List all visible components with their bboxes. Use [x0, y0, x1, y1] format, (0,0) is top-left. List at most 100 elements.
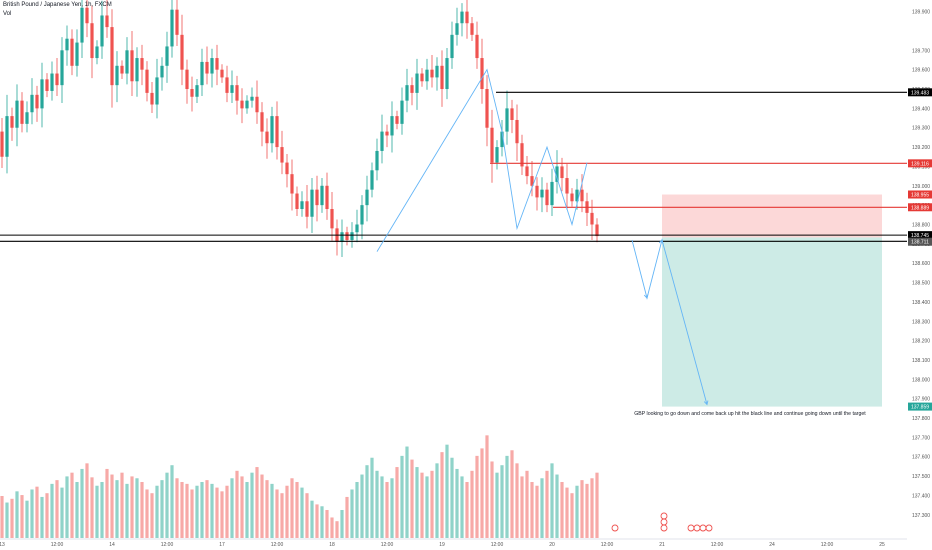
time-tick-label: 18 [329, 542, 335, 548]
price-tick-label: 137.600 [912, 455, 930, 461]
volume-bar [530, 482, 534, 538]
volume-bar [440, 452, 444, 538]
event-markers [611, 512, 713, 532]
price-tick-label: 137.300 [912, 513, 930, 519]
volume-bar [230, 478, 234, 538]
volume-bar [590, 478, 594, 538]
candle-body [70, 38, 74, 66]
candle-body [460, 11, 464, 24]
candle-body [565, 178, 569, 194]
volume-bar [495, 472, 499, 538]
symbol-title: British Pound / Japanese Yen, 1h, FXCM [3, 2, 112, 8]
candle-body [210, 58, 214, 74]
candle-body [520, 143, 524, 167]
price-badge [908, 190, 932, 199]
volume-bar [340, 510, 344, 538]
candle-body [155, 77, 159, 105]
candle-body [15, 100, 19, 128]
time-tick-label: 21 [659, 542, 665, 548]
volume-bar [560, 482, 564, 538]
arrow-head [643, 294, 649, 299]
price-badge [908, 231, 932, 240]
volume-bar [505, 455, 509, 538]
drawn-paths [376, 68, 709, 406]
candle-body [160, 65, 164, 78]
volume-bar [550, 463, 554, 538]
volume-bar [165, 472, 169, 538]
volume-bar [490, 461, 494, 538]
volume-bar [105, 468, 109, 538]
price-axis-bg [907, 0, 932, 550]
volume-bar [345, 496, 349, 538]
time-tick-label: 12:00 [161, 542, 174, 548]
volume-bar [520, 476, 524, 538]
volume-bar [30, 489, 34, 538]
volume-bar [75, 482, 79, 538]
volume-bar [390, 478, 394, 538]
volume-bar [240, 476, 244, 538]
volume-bar [125, 483, 129, 538]
volume-bar [250, 472, 254, 538]
volume-bar [580, 480, 584, 538]
volume-bar [200, 482, 204, 538]
candle-body [525, 166, 529, 177]
volume-bar [525, 470, 529, 538]
time-tick-label: 25 [879, 542, 885, 548]
price-badge [908, 159, 932, 168]
candle-body [220, 69, 224, 78]
time-tick-label: 14 [109, 542, 115, 548]
price-tick-label: 139.400 [912, 106, 930, 112]
candle-body [390, 116, 394, 136]
projection-path [631, 238, 708, 405]
candle-body [175, 9, 179, 35]
candle-body [10, 116, 14, 128]
chart-annotation: GBP looking to go down and come back up … [634, 411, 866, 417]
volume-bar [215, 487, 219, 538]
candle-body [105, 15, 109, 28]
volume-bar [320, 506, 324, 538]
candle-body [150, 92, 154, 105]
candle-body [455, 23, 459, 35]
candle-body [505, 108, 509, 132]
candle-body [425, 69, 429, 82]
event-icon [611, 524, 619, 532]
volume-bar [385, 482, 389, 538]
price-badge [908, 402, 932, 411]
candle-body [430, 69, 434, 78]
volume-bar [175, 478, 179, 538]
price-tick-label: 138.500 [912, 281, 930, 287]
candle-body [495, 147, 499, 163]
price-tick-label: 138.800 [912, 222, 930, 228]
price-badge [908, 203, 932, 212]
candle-body [40, 79, 44, 109]
volume-bar [420, 472, 424, 538]
candle-body [200, 61, 204, 86]
volume-bar [110, 474, 114, 538]
candle-body [360, 205, 364, 225]
volume-bar [500, 465, 504, 538]
event-icon [693, 524, 701, 532]
volume-bar [20, 495, 24, 538]
candle-body [310, 189, 314, 217]
volume-bar [565, 487, 569, 538]
volume-bar [350, 489, 354, 538]
volume-bar [70, 472, 74, 538]
candle-body [540, 189, 544, 198]
volume-bar [375, 470, 379, 538]
volume-bar [510, 450, 514, 538]
volume-bar [310, 500, 314, 538]
volume-bar [535, 485, 539, 538]
volume-bar [210, 483, 214, 538]
volume-bar [235, 470, 239, 538]
volume-bar [555, 474, 559, 538]
candle-body [375, 150, 379, 171]
price-tick-label: 138.200 [912, 339, 930, 345]
volume-bar [25, 500, 29, 538]
volume-bar [135, 478, 139, 538]
volume-bar [305, 493, 309, 538]
candle-body [300, 201, 304, 210]
horizontal-levels [0, 91, 907, 242]
volume-bar [265, 480, 269, 538]
candle-body [65, 38, 69, 51]
